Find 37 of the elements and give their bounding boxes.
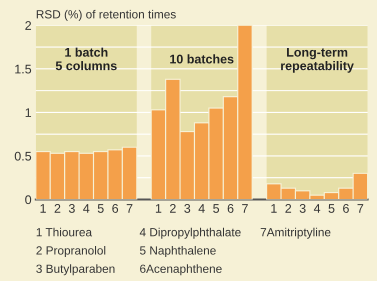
x-tick-label: 4 (83, 204, 90, 213)
text: 7Amitriptyline (260, 228, 330, 239)
y-tick-label: 0 (25, 195, 32, 204)
x-tick-label: 7 (242, 204, 248, 213)
text: 6Acenaphthene (140, 264, 222, 276)
x-tick-label: 5 (98, 204, 104, 213)
x-tick-label: 7 (358, 204, 364, 213)
y-tick-label: 1.5 (15, 64, 32, 74)
y-tick-label: 1 (26, 108, 32, 117)
text: 1 Thiourea (36, 228, 92, 236)
x-tick-label: 3 (300, 204, 306, 213)
annotation: 1 batch 5 columns (56, 48, 117, 70)
x-tick-label: 5 (213, 204, 220, 213)
text: 4 Dipropylphthalate (140, 228, 241, 239)
x-tick-label: 4 (198, 204, 205, 213)
text: 5 Naphthalene (140, 246, 216, 257)
annotation: 10 batches (170, 54, 234, 64)
x-tick-label: 4 (314, 204, 320, 213)
y-tick-label: 2 (25, 21, 32, 30)
x-tick-label: 6 (112, 204, 118, 213)
x-tick-label: 7 (126, 204, 132, 213)
text: 2 Propranolol (36, 246, 106, 257)
x-tick-label: 3 (68, 204, 75, 213)
x-tick-label: 1 (271, 204, 277, 213)
x-tick-label: 1 (156, 204, 162, 213)
x-tick-label: 3 (184, 204, 190, 213)
y-tick-label: 0.5 (14, 152, 32, 161)
y-axis-title: RSD (%) of retention times (36, 10, 176, 21)
x-tick-label: 5 (328, 204, 334, 213)
x-tick-label: 6 (228, 204, 234, 213)
x-tick-label: 2 (285, 204, 292, 213)
text: 3 Butylparaben (36, 264, 114, 276)
x-tick-label: 1 (40, 204, 46, 213)
x-tick-label: 2 (54, 204, 60, 213)
x-tick-label: 6 (343, 204, 349, 213)
annotation: Long-term repeatability (281, 48, 354, 73)
x-tick-label: 2 (170, 204, 176, 213)
